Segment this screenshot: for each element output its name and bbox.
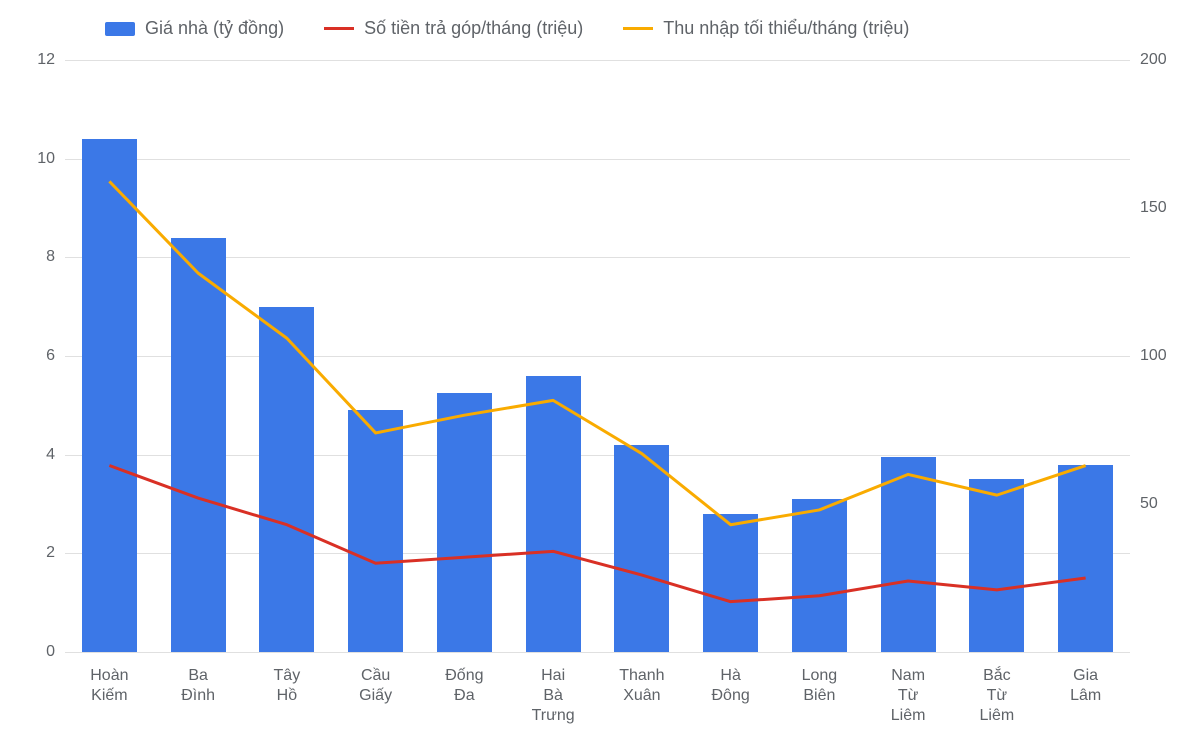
bar bbox=[614, 445, 669, 652]
x-axis-label: BắcTừLiêm bbox=[953, 660, 1042, 742]
y-axis-right-label: 200 bbox=[1130, 51, 1167, 69]
y-axis-left-label: 10 bbox=[37, 150, 65, 168]
bar bbox=[348, 410, 403, 652]
legend-item: Giá nhà (tỷ đồng) bbox=[105, 18, 284, 39]
y-axis-right-label: 100 bbox=[1130, 347, 1167, 365]
y-axis-left-label: 2 bbox=[46, 544, 65, 562]
x-axis-label: ThanhXuân bbox=[598, 660, 687, 742]
y-axis-right-label: 50 bbox=[1130, 495, 1158, 513]
x-axis-labels: HoànKiếmBaĐìnhTâyHồCầuGiấyĐốngĐaHaiBàTrư… bbox=[65, 660, 1130, 742]
y-axis-right-label: 150 bbox=[1130, 199, 1167, 217]
legend-item: Thu nhập tối thiểu/tháng (triệu) bbox=[623, 18, 909, 39]
bar bbox=[259, 307, 314, 652]
x-axis-label: HaiBàTrưng bbox=[509, 660, 598, 742]
legend-label: Số tiền trả góp/tháng (triệu) bbox=[364, 18, 583, 39]
y-axis-left-label: 8 bbox=[46, 248, 65, 266]
x-axis-label: LongBiên bbox=[775, 660, 864, 742]
combo-chart: Giá nhà (tỷ đồng) Số tiền trả góp/tháng (… bbox=[0, 0, 1200, 742]
legend-swatch-line bbox=[623, 27, 653, 30]
legend-item: Số tiền trả góp/tháng (triệu) bbox=[324, 18, 583, 39]
gridline bbox=[65, 60, 1130, 61]
gridline bbox=[65, 159, 1130, 160]
x-axis-label: CầuGiấy bbox=[331, 660, 420, 742]
bar bbox=[881, 457, 936, 652]
y-axis-left-label: 4 bbox=[46, 446, 65, 464]
plot-area: 02468101250100150200 bbox=[65, 60, 1130, 652]
x-axis-label: HoànKiếm bbox=[65, 660, 154, 742]
legend-label: Giá nhà (tỷ đồng) bbox=[145, 18, 284, 39]
bar bbox=[171, 238, 226, 652]
y-axis-left-label: 6 bbox=[46, 347, 65, 365]
bar bbox=[969, 479, 1024, 652]
gridline bbox=[65, 652, 1130, 653]
y-axis-left-label: 0 bbox=[46, 643, 65, 661]
x-axis-label: BaĐình bbox=[154, 660, 243, 742]
x-axis-label: NamTừLiêm bbox=[864, 660, 953, 742]
x-axis-label: HàĐông bbox=[686, 660, 775, 742]
y-axis-left-label: 12 bbox=[37, 51, 65, 69]
bar bbox=[526, 376, 581, 652]
bar bbox=[792, 499, 847, 652]
bar bbox=[82, 139, 137, 652]
line-income bbox=[109, 181, 1085, 524]
bar bbox=[437, 393, 492, 652]
legend-swatch-line bbox=[324, 27, 354, 30]
legend-label: Thu nhập tối thiểu/tháng (triệu) bbox=[663, 18, 909, 39]
legend: Giá nhà (tỷ đồng) Số tiền trả góp/tháng (… bbox=[0, 0, 1200, 39]
line-payment bbox=[109, 466, 1085, 602]
x-axis-label: ĐốngĐa bbox=[420, 660, 509, 742]
x-axis-label: TâyHồ bbox=[243, 660, 332, 742]
legend-swatch-bar bbox=[105, 22, 135, 36]
bar bbox=[703, 514, 758, 652]
x-axis-label: GiaLâm bbox=[1041, 660, 1130, 742]
bar bbox=[1058, 465, 1113, 652]
